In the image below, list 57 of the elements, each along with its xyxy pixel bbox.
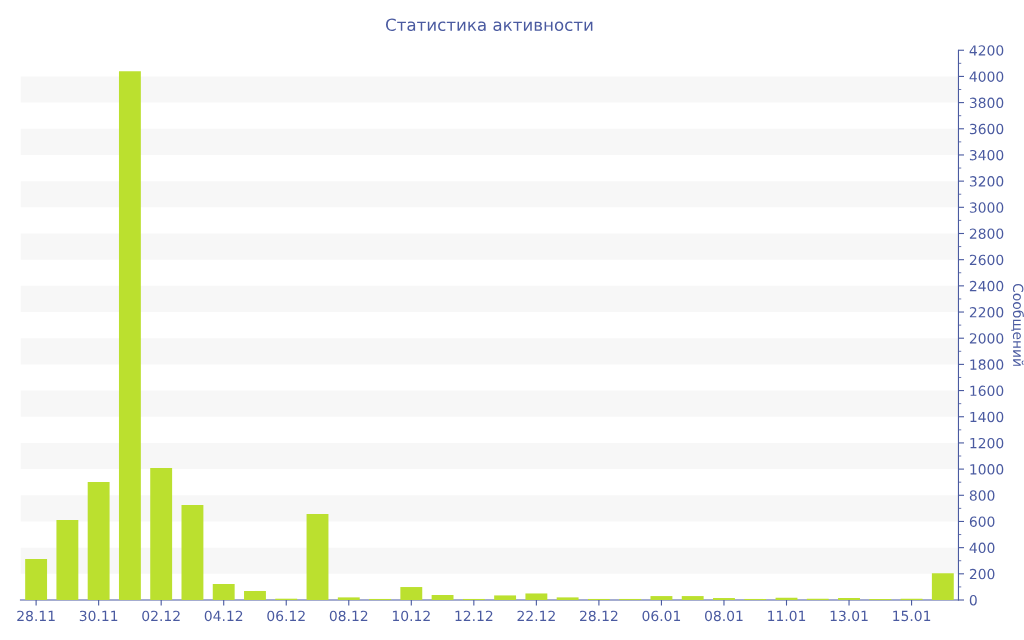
y-tick-label: 400 xyxy=(969,542,995,554)
y-tick-label: 1800 xyxy=(970,359,1004,370)
y-tick-label: 1000 xyxy=(970,464,1004,475)
bar xyxy=(56,520,79,600)
bar xyxy=(650,596,673,600)
x-tick-label: 30.11 xyxy=(79,610,118,622)
y-tick-label: 3600 xyxy=(969,123,1004,135)
x-tick-label: 12.12 xyxy=(455,610,493,621)
bar xyxy=(556,597,579,600)
bar xyxy=(244,590,266,600)
x-tick-label: 15.01 xyxy=(893,610,931,622)
y-tick-label: 3800 xyxy=(969,97,1004,109)
y-tick-label: 200 xyxy=(969,568,995,580)
y-tick-label: 800 xyxy=(969,490,995,501)
x-tick-label: 13.01 xyxy=(830,610,868,622)
y-tick-label: 1400 xyxy=(970,411,1004,423)
y-tick-label: 2200 xyxy=(969,307,1004,318)
bar xyxy=(400,587,423,600)
x-tick-label: 08.01 xyxy=(705,610,743,622)
chart-title: Статистика активности xyxy=(386,18,593,32)
y-tick-label: 0 xyxy=(969,594,977,606)
y-tick-label: 2000 xyxy=(969,333,1004,344)
bar xyxy=(337,597,360,600)
x-tick-label: 22.12 xyxy=(517,610,555,621)
x-tick-label: 11.01 xyxy=(768,610,806,622)
bar xyxy=(87,482,110,600)
y-tick-label: 3000 xyxy=(969,202,1004,213)
y-tick-label: 2600 xyxy=(969,254,1004,266)
bar xyxy=(525,593,548,600)
bar xyxy=(212,584,235,600)
x-tick-label: 28.12 xyxy=(580,610,618,622)
y-tick-label: 4000 xyxy=(969,71,1004,82)
bar xyxy=(118,71,141,600)
bar xyxy=(494,595,517,600)
x-tick-label: 06.12 xyxy=(267,610,305,622)
bar xyxy=(306,514,329,600)
y-tick-label: 2400 xyxy=(969,280,1004,292)
y-tick-label: 600 xyxy=(969,516,995,527)
y-tick-label: 2800 xyxy=(969,228,1004,239)
y-tick-label: 3400 xyxy=(969,149,1004,161)
x-tick-label: 04.12 xyxy=(204,610,243,622)
bar xyxy=(931,573,954,600)
bar xyxy=(681,596,704,600)
y-tick-label: 3200 xyxy=(969,176,1004,187)
bar xyxy=(150,468,173,600)
y-axis-title: Сообщений xyxy=(1011,283,1024,366)
bar xyxy=(25,559,48,600)
x-tick-label: 10.12 xyxy=(392,610,430,622)
x-tick-label: 02.12 xyxy=(142,610,180,622)
x-tick-label: 28.11 xyxy=(17,610,55,622)
bar xyxy=(431,595,454,600)
y-tick-label: 1600 xyxy=(970,385,1004,397)
x-tick-label: 06.01 xyxy=(642,610,681,622)
y-tick-label: 4200 xyxy=(969,45,1004,56)
y-tick-label: 1200 xyxy=(970,437,1004,449)
bar xyxy=(181,505,204,600)
x-tick-label: 08.12 xyxy=(329,610,368,622)
